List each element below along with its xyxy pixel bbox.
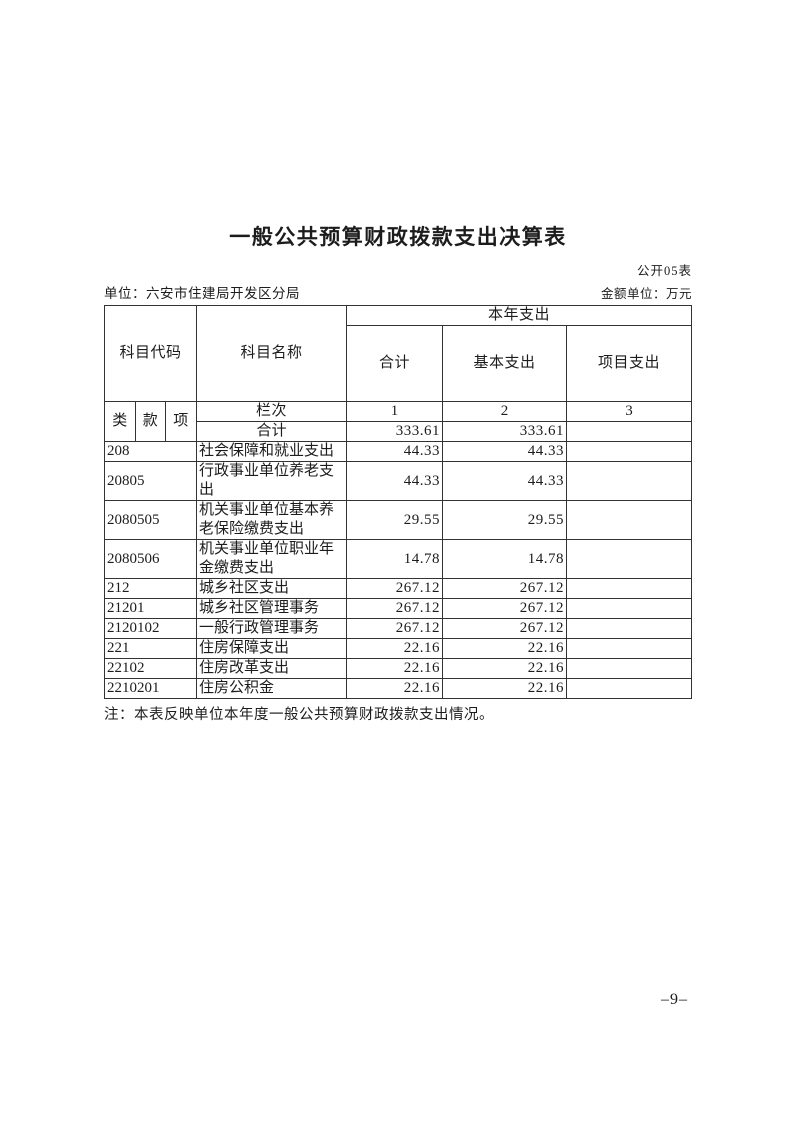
header-total: 合计 [346,325,444,402]
grand-total-project-value [566,421,693,442]
subject-name-cell: 行政事业单位养老支出 [196,461,348,501]
basic-expenditure-value-cell: 22.16 [442,638,568,659]
form-code-label: 公开05表 [636,264,692,278]
basic-expenditure-value-cell: 22.16 [442,678,568,699]
project-expenditure-value-cell [566,441,693,462]
header-row-groups: 科目代码 科目名称 本年支出 [103,305,693,402]
basic-expenditure-value-cell: 22.16 [442,658,568,679]
project-expenditure-value-cell [566,678,693,699]
project-expenditure-value-cell [566,539,693,579]
subject-code-cell: 2080505 [103,500,198,540]
subject-name-cell: 住房改革支出 [196,658,348,679]
subject-code-cell: 20805 [103,461,198,501]
project-expenditure-value-cell [566,638,693,659]
project-expenditure-value-cell [566,500,693,540]
basic-expenditure-value-cell: 14.78 [442,539,568,579]
total-value-cell: 29.55 [346,500,444,540]
subject-code-cell: 2210201 [103,678,198,699]
table-row: 22102 住房改革支出 22.16 22.16 [103,658,693,679]
page-number: –9– [661,991,688,1008]
header-row-measures: 合计 基本支出 项目支出 [105,325,693,402]
subject-name-cell: 一般行政管理事务 [196,618,348,639]
header-section: 款 [135,401,166,442]
total-value-cell: 14.78 [346,539,444,579]
column-number-2: 2 [442,401,568,422]
table-row: 208 社会保障和就业支出 44.33 44.33 [103,441,693,462]
table-row: 21201 城乡社区管理事务 267.12 267.12 [103,598,693,619]
header-column-index-label: 栏次 [196,401,348,422]
total-value-cell: 267.12 [346,578,444,599]
subject-name-cell: 城乡社区支出 [196,578,348,599]
table-row: 2080506 机关事业单位职业年金缴费支出 14.78 14.78 [103,539,693,579]
subject-code-cell: 2080506 [103,539,198,579]
table-row: 20805 行政事业单位养老支出 44.33 44.33 [103,461,693,501]
column-number-1: 1 [346,401,444,422]
header-subject-name: 科目名称 [196,305,348,402]
subject-name-cell: 城乡社区管理事务 [196,598,348,619]
table-row: 221 住房保障支出 22.16 22.16 [103,638,693,659]
table-row: 2080505 机关事业单位基本养老保险缴费支出 29.55 29.55 [103,500,693,540]
project-expenditure-value-cell [566,658,693,679]
subject-code-cell: 22102 [103,658,198,679]
table-body: 208 社会保障和就业支出 44.33 44.33 20805 行政事业单位养老支出 44.… [103,441,693,699]
project-expenditure-value-cell [566,618,693,639]
grand-total-basic-value: 333.61 [442,421,568,442]
table-row: 2120102 一般行政管理事务 267.12 267.12 [103,618,693,639]
header-project-expenditure: 项目支出 [566,325,693,402]
document-content: 一般公共预算财政拨款支出决算表 公开05表 单位：六安市住建局开发区分局 金额单… [103,0,693,724]
table-row: 212 城乡社区支出 267.12 267.12 [103,578,693,599]
budget-expenditure-table: 科目代码 科目名称 本年支出 合计 基本支出 项目支出 类 款 项 栏次 1 2… [103,305,693,699]
project-expenditure-value-cell [566,578,693,599]
basic-expenditure-value-cell: 44.33 [442,441,568,462]
total-value-cell: 22.16 [346,638,444,659]
subject-name-cell: 机关事业单位基本养老保险缴费支出 [196,500,348,540]
subject-name-cell: 住房保障支出 [196,638,348,659]
header-class: 类 [104,401,136,442]
table-row: 2210201 住房公积金 22.16 22.16 [103,678,693,699]
amount-unit-label: 金额单位：万元 [600,287,692,301]
basic-expenditure-value-cell: 267.12 [442,618,568,639]
header-item: 项 [164,401,198,442]
unit-label: 单位：六安市住建局开发区分局 [104,286,300,301]
column-number-3: 3 [566,401,693,422]
subject-code-cell: 208 [103,441,198,462]
subject-name-cell: 机关事业单位职业年金缴费支出 [196,539,348,579]
total-value-cell: 22.16 [346,658,444,679]
project-expenditure-value-cell [566,461,693,501]
header-basic-expenditure: 基本支出 [442,325,568,402]
table-note: 注：本表反映单位本年度一般公共预算财政拨款支出情况。 [104,707,494,723]
subject-code-cell: 212 [103,578,198,599]
basic-expenditure-value-cell: 44.33 [442,461,568,501]
total-value-cell: 22.16 [346,678,444,699]
header-current-year-expenditure: 本年支出 [346,305,693,326]
total-value-cell: 267.12 [346,598,444,619]
page-title: 一般公共预算财政拨款支出决算表 [229,226,567,249]
basic-expenditure-value-cell: 267.12 [442,598,568,619]
subject-name-cell: 社会保障和就业支出 [196,441,348,462]
basic-expenditure-value-cell: 29.55 [442,500,568,540]
total-value-cell: 44.33 [346,461,444,501]
subject-code-cell: 21201 [103,598,198,619]
project-expenditure-value-cell [566,598,693,619]
total-value-cell: 267.12 [346,618,444,639]
header-row-column-index: 类 款 项 栏次 1 2 3 [104,401,693,442]
total-value-cell: 44.33 [346,441,444,462]
subject-code-cell: 221 [103,638,198,659]
subject-code-cell: 2120102 [103,618,198,639]
grand-total-label: 合计 [196,421,348,442]
grand-total-value: 333.61 [346,421,444,442]
header-subject-code: 科目代码 [103,305,198,402]
subject-name-cell: 住房公积金 [196,678,348,699]
grand-total-row: 合计 333.61 333.61 [105,421,693,442]
basic-expenditure-value-cell: 267.12 [442,578,568,599]
meta-line: 单位：六安市住建局开发区分局 金额单位：万元 [104,282,692,302]
